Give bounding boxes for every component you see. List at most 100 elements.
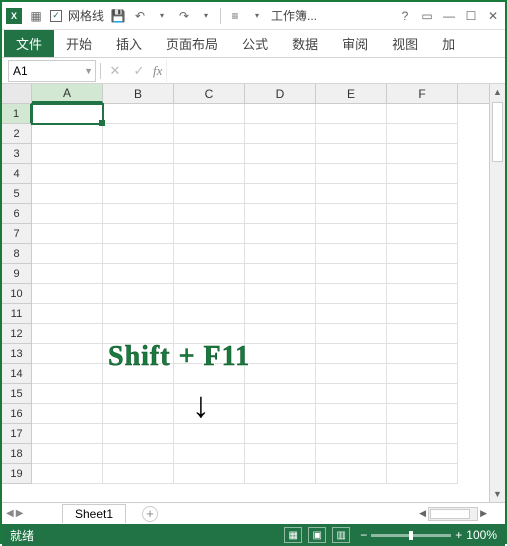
tab-file[interactable]: 文件 xyxy=(4,30,54,57)
cell[interactable] xyxy=(174,264,245,284)
row-header[interactable]: 10 xyxy=(2,284,32,304)
cell[interactable] xyxy=(387,464,458,484)
cell[interactable] xyxy=(316,324,387,344)
cell[interactable] xyxy=(316,224,387,244)
cell[interactable] xyxy=(32,424,103,444)
cell[interactable] xyxy=(32,224,103,244)
cell[interactable] xyxy=(174,184,245,204)
cell[interactable] xyxy=(316,244,387,264)
cell[interactable] xyxy=(387,144,458,164)
cell[interactable] xyxy=(174,204,245,224)
cell[interactable] xyxy=(245,284,316,304)
cell[interactable] xyxy=(174,364,245,384)
cell[interactable] xyxy=(174,304,245,324)
cell[interactable] xyxy=(32,364,103,384)
select-all-corner[interactable] xyxy=(2,84,32,103)
cell[interactable] xyxy=(103,284,174,304)
cell[interactable] xyxy=(245,204,316,224)
page-break-view-button[interactable]: ▥ xyxy=(332,527,350,543)
close-icon[interactable]: ✕ xyxy=(485,8,501,24)
cell[interactable] xyxy=(32,184,103,204)
cell[interactable] xyxy=(316,264,387,284)
cell[interactable] xyxy=(245,144,316,164)
tab-formulas[interactable]: 公式 xyxy=(230,30,280,57)
cell[interactable] xyxy=(387,204,458,224)
cell[interactable] xyxy=(174,124,245,144)
ribbon-display-icon[interactable]: ▭ xyxy=(419,8,435,24)
horizontal-scrollbar[interactable]: ◀ ▶ xyxy=(419,507,487,521)
cell[interactable] xyxy=(245,324,316,344)
cell[interactable] xyxy=(245,184,316,204)
zoom-slider[interactable] xyxy=(371,534,451,537)
cell[interactable] xyxy=(316,144,387,164)
cell[interactable] xyxy=(387,324,458,344)
column-header[interactable]: E xyxy=(316,84,387,103)
cell[interactable] xyxy=(387,104,458,124)
row-header[interactable]: 7 xyxy=(2,224,32,244)
row-header[interactable]: 19 xyxy=(2,464,32,484)
cell[interactable] xyxy=(387,444,458,464)
cell[interactable] xyxy=(245,344,316,364)
maximize-icon[interactable]: ☐ xyxy=(463,8,479,24)
cell[interactable] xyxy=(387,124,458,144)
help-icon[interactable]: ? xyxy=(397,8,413,24)
cell[interactable] xyxy=(245,104,316,124)
cell[interactable] xyxy=(103,324,174,344)
add-sheet-button[interactable]: + xyxy=(142,506,158,522)
cell[interactable] xyxy=(316,464,387,484)
page-layout-view-button[interactable]: ▣ xyxy=(308,527,326,543)
cell[interactable] xyxy=(174,444,245,464)
cell[interactable] xyxy=(387,364,458,384)
row-header[interactable]: 3 xyxy=(2,144,32,164)
redo-dropdown-icon[interactable]: ▾ xyxy=(198,8,214,24)
cell[interactable] xyxy=(245,264,316,284)
cell[interactable] xyxy=(174,404,245,424)
cell[interactable] xyxy=(103,224,174,244)
cell[interactable] xyxy=(103,124,174,144)
save-icon[interactable]: 💾 xyxy=(110,8,126,24)
cell[interactable] xyxy=(316,284,387,304)
cell[interactable] xyxy=(103,184,174,204)
cell[interactable] xyxy=(316,384,387,404)
cell[interactable] xyxy=(32,284,103,304)
name-box[interactable]: A1 ▼ xyxy=(8,60,96,82)
scroll-up-icon[interactable]: ▲ xyxy=(490,84,505,100)
hscroll-right-icon[interactable]: ▶ xyxy=(480,508,487,519)
cell[interactable] xyxy=(245,124,316,144)
undo-icon[interactable]: ↶ xyxy=(132,8,148,24)
cell[interactable] xyxy=(103,144,174,164)
formula-input[interactable] xyxy=(166,60,499,82)
tab-view[interactable]: 视图 xyxy=(380,30,430,57)
cell[interactable] xyxy=(316,444,387,464)
scroll-thumb[interactable] xyxy=(492,102,503,162)
cell[interactable] xyxy=(316,124,387,144)
row-header[interactable]: 5 xyxy=(2,184,32,204)
cell[interactable] xyxy=(103,464,174,484)
column-header[interactable]: D xyxy=(245,84,316,103)
vertical-scrollbar[interactable]: ▲ ▼ xyxy=(489,84,505,502)
row-header[interactable]: 13 xyxy=(2,344,32,364)
hscroll-thumb[interactable] xyxy=(430,509,470,519)
cell[interactable] xyxy=(245,404,316,424)
cell[interactable] xyxy=(32,384,103,404)
cell[interactable] xyxy=(103,404,174,424)
row-header[interactable]: 16 xyxy=(2,404,32,424)
cell[interactable] xyxy=(245,424,316,444)
cell[interactable] xyxy=(387,384,458,404)
cell[interactable] xyxy=(316,404,387,424)
row-header[interactable]: 9 xyxy=(2,264,32,284)
gridlines-checkbox[interactable]: ✓ xyxy=(50,10,62,22)
cell[interactable] xyxy=(245,364,316,384)
cell[interactable] xyxy=(387,304,458,324)
zoom-out-button[interactable]: − xyxy=(360,528,367,542)
cell[interactable] xyxy=(103,364,174,384)
cell[interactable] xyxy=(32,124,103,144)
zoom-in-button[interactable]: + xyxy=(455,528,462,542)
cell[interactable] xyxy=(32,464,103,484)
cell[interactable] xyxy=(174,164,245,184)
column-header[interactable]: A xyxy=(32,84,103,103)
minimize-icon[interactable]: — xyxy=(441,8,457,24)
cell[interactable] xyxy=(245,464,316,484)
tab-addins[interactable]: 加 xyxy=(430,30,467,57)
normal-view-button[interactable]: ▦ xyxy=(284,527,302,543)
